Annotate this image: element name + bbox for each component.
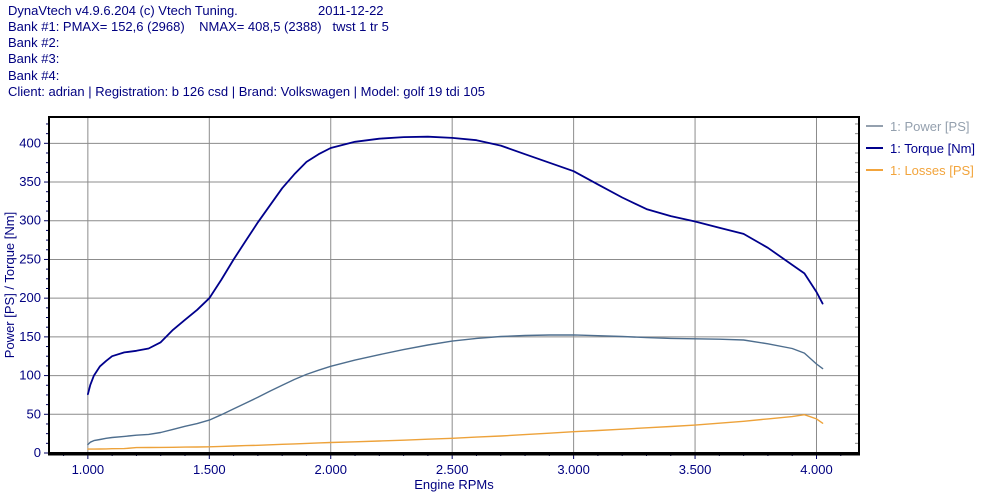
x-tick-label: 4.000: [800, 462, 833, 477]
y-tick-label: 200: [19, 290, 41, 305]
x-tick-label: 2.500: [436, 462, 469, 477]
x-tick-label: 1.500: [193, 462, 226, 477]
y-tick-label: 400: [19, 135, 41, 150]
client-info-line: Client: adrian | Registration: b 126 csd…: [8, 84, 485, 99]
dyno-chart: 0 50 100 150 200 250 300 350 400 1.000 1.500 2.000 2…: [0, 110, 1008, 495]
chart-canvas: 0 50 100 150 200 250 300 350 400 1.000 1.500 2.000 2…: [2, 116, 860, 492]
y-tick-label: 300: [19, 213, 41, 228]
x-tick-label: 1.000: [72, 462, 105, 477]
losses-curve: [87, 414, 824, 450]
power-line-swatch: [866, 125, 883, 127]
legend-label-torque: 1: Torque [Nm]: [890, 140, 976, 156]
plot-border: [48, 116, 860, 454]
legend-item-torque: 1: Torque [Nm]: [866, 140, 975, 156]
bank3-results-line: Bank #3:: [8, 51, 60, 66]
legend-item-losses: 1: Losses [PS]: [866, 162, 974, 178]
torque-curve: [87, 135, 824, 396]
tick-labels: 0 50 100 150 200 250 300 350 400 1.000 1.500 2.000 2…: [19, 135, 832, 477]
legend-label-power: 1: Power [PS]: [890, 118, 970, 134]
axis-ticks: [44, 123, 859, 459]
gridlines: [49, 117, 859, 453]
y-tick-label: 350: [19, 174, 41, 189]
y-tick-label: 50: [27, 406, 41, 421]
bank4-results-line: Bank #4:: [8, 68, 60, 83]
bank1-results-line: Bank #1: PMAX= 152,6 (2968) NMAX= 408,5 …: [8, 19, 389, 34]
power-curve: [87, 334, 824, 446]
x-tick-label: 3.500: [679, 462, 712, 477]
torque-line-swatch: [866, 147, 883, 149]
x-axis-title: Engine RPMs: [414, 477, 494, 492]
losses-line-swatch: [866, 169, 883, 171]
y-tick-label: 150: [19, 329, 41, 344]
y-tick-label: 250: [19, 251, 41, 266]
x-tick-label: 3.000: [557, 462, 590, 477]
legend-label-losses: 1: Losses [PS]: [890, 162, 974, 178]
bank2-results-line: Bank #2:: [8, 35, 60, 50]
app-version-line: DynaVtech v4.9.6.204 (c) Vtech Tuning.: [8, 3, 238, 18]
y-axis-title: Power [PS] / Torque [Nm]: [2, 212, 17, 358]
y-tick-label: 100: [19, 368, 41, 383]
legend-item-power: 1: Power [PS]: [866, 118, 969, 134]
session-date: 2011-12-22: [318, 3, 384, 18]
y-tick-label: 0: [34, 445, 41, 460]
x-tick-label: 2.000: [314, 462, 347, 477]
